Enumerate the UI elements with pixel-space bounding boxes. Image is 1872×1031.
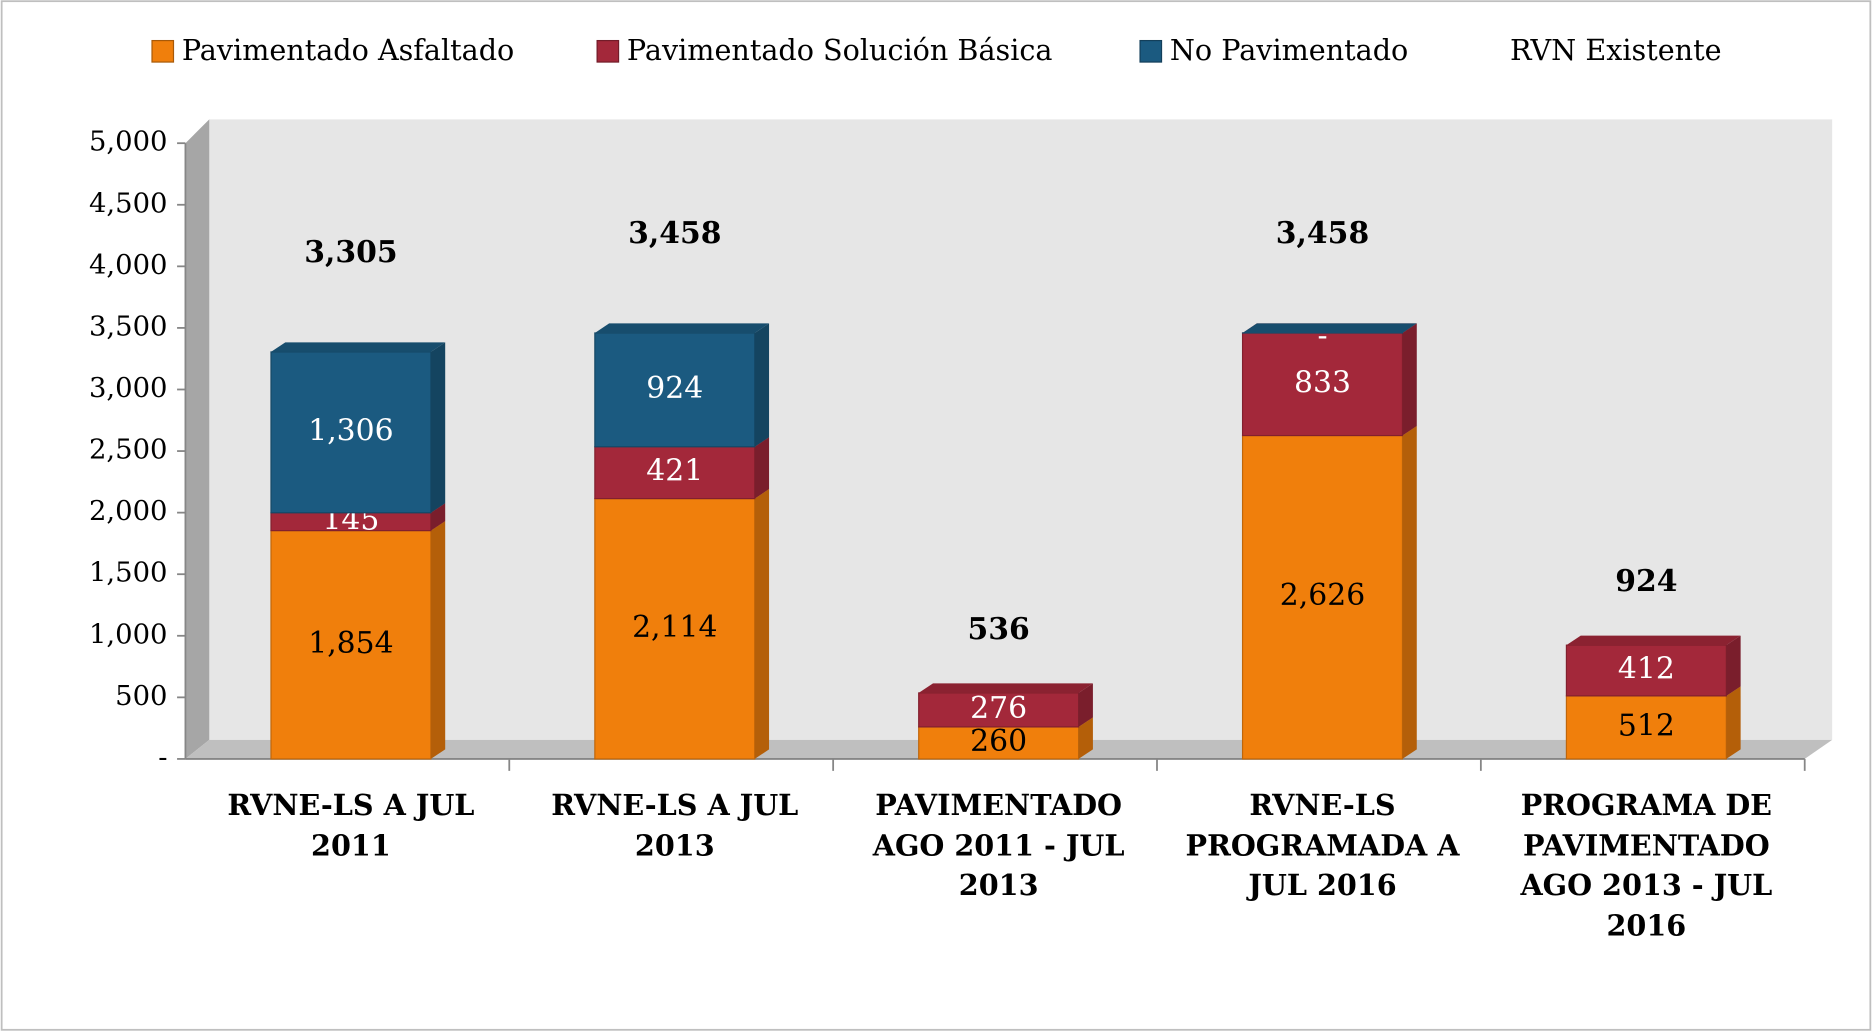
bar-front [1565, 695, 1727, 760]
bar-top [1242, 323, 1417, 333]
bar-front [594, 332, 756, 448]
x-tick-label-box: PROGRAMA DE PAVIMENTADO AGO 2013 - JUL 2… [1520, 787, 1773, 943]
bar-segment [1241, 425, 1417, 760]
y-tick-label: 2,500 [89, 435, 168, 466]
legend-label: No Pavimentado [1170, 33, 1408, 67]
data-label: 2,114 [632, 610, 717, 645]
data-label: 2,626 [1280, 578, 1365, 613]
y-tick-label: 5,000 [89, 127, 168, 158]
data-label: 512 [1618, 708, 1675, 743]
bar-segment [594, 323, 770, 448]
data-label: 1,306 [308, 413, 393, 448]
total-label: 536 [968, 612, 1030, 647]
bar-side [1078, 683, 1093, 727]
total-label: 3,458 [628, 216, 721, 251]
x-tick-label-box: RVNE-LS A JUL 2011 [227, 787, 475, 863]
y-tick-label: 500 [115, 681, 167, 712]
x-tick-label: PAVIMENTADO AGO 2011 - JUL 2013 [872, 787, 1125, 903]
y-tick-label: - [158, 742, 167, 773]
x-tick-label: PROGRAMA DE PAVIMENTADO AGO 2013 - JUL 2… [1520, 787, 1773, 943]
bar-side [430, 342, 446, 513]
bar-segment [1565, 635, 1741, 697]
legend-label: Pavimentado Asfaltado [182, 33, 514, 67]
bar-front [918, 692, 1080, 728]
bar-side [1078, 717, 1093, 759]
data-label: 421 [646, 454, 703, 489]
bar-front [1241, 332, 1404, 437]
y-tick-label: 3,000 [89, 373, 168, 404]
data-label: 924 [646, 371, 703, 406]
bar-side [754, 323, 770, 447]
x-tick-label: RVNE-LS A JUL 2011 [227, 787, 475, 863]
bar-segment [918, 683, 1093, 728]
bar-segment [270, 342, 446, 514]
bar-side [430, 503, 446, 531]
x-tick-label: RVNE-LS PROGRAMADA A JUL 2016 [1185, 787, 1460, 903]
y-tick-label: 3,500 [89, 311, 168, 342]
bar-top [1566, 635, 1741, 646]
data-label: 260 [970, 724, 1027, 759]
bar-front [1565, 644, 1727, 697]
data-label: 412 [1618, 652, 1675, 687]
legend-swatch [1139, 39, 1163, 63]
bar-side [1402, 323, 1417, 436]
bar-side [1402, 425, 1417, 759]
side-wall [185, 119, 210, 759]
bar-top [594, 323, 770, 333]
bar-side [430, 521, 446, 759]
legend-swatch [596, 39, 620, 63]
bar-top [270, 342, 446, 352]
legend-label: Pavimentado Solución Básica [627, 33, 1053, 67]
bar-front [594, 498, 756, 760]
total-label: 924 [1615, 564, 1677, 599]
bar-side [754, 489, 770, 759]
y-tick-label: 1,000 [89, 619, 168, 650]
bar-side [754, 437, 770, 499]
bar-front [918, 726, 1080, 760]
data-label: 1,854 [308, 626, 393, 661]
total-label: 3,305 [304, 235, 397, 270]
bar-front [270, 351, 432, 514]
bar-side [1726, 686, 1741, 759]
legend-label: RVN Existente [1510, 33, 1722, 67]
x-tick-label-box: RVNE-LS PROGRAMADA A JUL 2016 [1185, 787, 1460, 903]
x-tick-label-box: PAVIMENTADO AGO 2011 - JUL 2013 [872, 787, 1125, 903]
bar-front [594, 446, 756, 500]
bar-segment [1241, 323, 1417, 334]
data-label: 833 [1294, 365, 1351, 400]
bar-front [1241, 434, 1404, 760]
bar-segment [594, 489, 770, 760]
x-tick-label: RVNE-LS A JUL 2013 [551, 787, 799, 863]
bar-side [1726, 635, 1741, 696]
y-tick-label: 2,000 [89, 496, 168, 527]
data-label: - [1317, 319, 1327, 354]
y-tick-label: 1,500 [89, 558, 168, 589]
y-tick-label: 4,500 [89, 188, 168, 219]
total-label: 3,458 [1276, 216, 1369, 251]
y-tick-label: 4,000 [89, 250, 168, 281]
bar-top [918, 683, 1093, 693]
x-tick-label-box: RVNE-LS A JUL 2013 [551, 787, 799, 863]
data-label: 276 [970, 691, 1027, 726]
legend-swatch [151, 39, 175, 63]
